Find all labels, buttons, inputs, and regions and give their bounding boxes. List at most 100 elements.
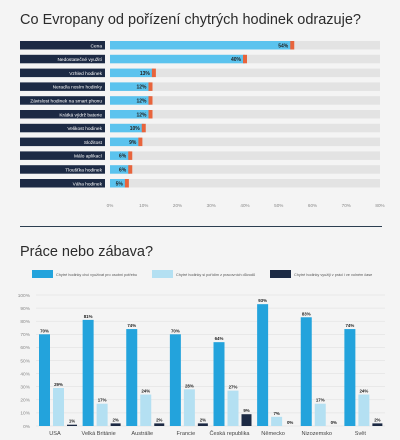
data-label: 93% xyxy=(258,298,267,303)
bar-end-marker xyxy=(243,54,247,64)
data-label: 12% xyxy=(136,85,147,91)
bar xyxy=(110,41,293,50)
bar xyxy=(372,423,383,426)
x-category-label: Svět xyxy=(355,431,367,437)
bar-track xyxy=(110,137,380,147)
data-label: 10% xyxy=(130,126,141,132)
data-label: 27% xyxy=(229,385,238,390)
data-label: 2% xyxy=(156,417,162,422)
category-label: Váha hodinek xyxy=(73,181,103,187)
bar xyxy=(110,179,127,188)
category-label: Velikost hodinek xyxy=(67,126,102,132)
bar xyxy=(227,390,239,426)
data-label: 40% xyxy=(231,57,242,63)
bar xyxy=(110,54,245,64)
legend-swatch xyxy=(270,270,291,278)
x-category-label: Německo xyxy=(261,431,285,437)
bar xyxy=(110,423,121,426)
x-tick-label: 60% xyxy=(308,203,317,208)
data-label: 81% xyxy=(84,314,93,319)
bar xyxy=(213,342,225,426)
bar-track xyxy=(110,123,380,133)
data-label: 70% xyxy=(40,328,49,333)
category-label: Složitost xyxy=(84,140,103,146)
data-label: 6% xyxy=(119,154,127,160)
y-tick-label: 100% xyxy=(18,293,31,299)
bar-end-marker xyxy=(128,151,133,160)
category-label-box xyxy=(20,54,105,64)
chart-1-title: Co Evropany od pořízení chytrých hodinek… xyxy=(20,12,361,28)
data-label: 28% xyxy=(185,383,194,388)
bar-track xyxy=(110,110,380,119)
category-label: Málo aplikací xyxy=(74,154,103,160)
bar-track xyxy=(110,82,380,91)
data-label: 24% xyxy=(141,389,150,394)
data-label: 64% xyxy=(215,336,224,341)
category-label-box xyxy=(20,110,105,119)
data-label: 5% xyxy=(116,181,124,187)
bar-track xyxy=(110,179,380,188)
bar-end-marker xyxy=(151,68,156,78)
x-category-label: USA xyxy=(49,431,61,437)
bar xyxy=(154,423,165,426)
x-tick-label: 10% xyxy=(139,203,148,208)
bar xyxy=(241,414,252,426)
bar-end-marker xyxy=(148,96,153,105)
bar xyxy=(82,319,94,426)
y-tick-label: 60% xyxy=(20,345,30,351)
bar-end-marker xyxy=(138,137,143,147)
bar xyxy=(358,394,370,426)
barriers-chart: Cena 54% Nedostatečné využití 40% Vzhled hod… xyxy=(20,41,385,208)
bar xyxy=(110,165,131,174)
x-tick-label: 80% xyxy=(375,203,384,208)
data-label: 9% xyxy=(243,408,249,413)
x-tick-label: 40% xyxy=(240,203,249,208)
work-or-fun-chart: Chytré hodinky chci využívat pro osobní … xyxy=(18,270,385,437)
data-label: 17% xyxy=(98,398,107,403)
category-label-box xyxy=(20,82,105,91)
y-tick-label: 30% xyxy=(20,385,30,391)
bar-end-marker xyxy=(141,123,146,133)
chart-2-title: Práce nebo zábava? xyxy=(20,244,154,260)
x-tick-label: 70% xyxy=(342,203,351,208)
data-label: 1% xyxy=(69,419,75,424)
y-tick-label: 20% xyxy=(20,398,30,404)
x-tick-label: 0% xyxy=(107,203,114,208)
bar xyxy=(39,334,50,426)
bar-track xyxy=(110,68,380,78)
y-tick-label: 70% xyxy=(20,332,30,338)
y-tick-label: 50% xyxy=(20,358,30,364)
category-label-box xyxy=(20,96,105,105)
bar xyxy=(110,110,151,119)
data-label: 12% xyxy=(136,112,147,118)
data-label: 13% xyxy=(140,71,151,77)
x-tick-label: 30% xyxy=(207,203,216,208)
bar xyxy=(53,388,64,426)
data-label: 74% xyxy=(127,323,136,328)
bar xyxy=(257,304,269,426)
legend-label: Chytré hodinky využiji v práci i ve voln… xyxy=(294,273,372,277)
category-label-box xyxy=(20,165,105,174)
legend-label: Chytré hodinky chci využívat pro osobní … xyxy=(56,273,137,277)
category-label-box xyxy=(20,41,105,50)
y-tick-label: 10% xyxy=(20,411,30,417)
x-category-label: Austrálie xyxy=(131,431,153,437)
data-label: 9% xyxy=(129,140,137,146)
data-label: 0% xyxy=(287,420,293,425)
category-label-box xyxy=(20,179,105,188)
y-tick-label: 0% xyxy=(23,424,31,430)
bar xyxy=(110,96,151,105)
x-category-label: Česká republika xyxy=(209,430,250,437)
category-label: Vzhled hodinek xyxy=(69,71,102,77)
bar xyxy=(197,423,208,426)
data-label: 74% xyxy=(345,323,354,328)
category-label-box xyxy=(20,137,105,147)
y-tick-label: 80% xyxy=(20,319,30,325)
data-label: 17% xyxy=(316,398,325,403)
data-label: 24% xyxy=(359,389,368,394)
data-label: 6% xyxy=(119,168,127,174)
category-label: Cena xyxy=(91,43,103,49)
data-label: 2% xyxy=(374,417,380,422)
bar-end-marker xyxy=(124,179,129,188)
legend-swatch xyxy=(32,270,53,278)
